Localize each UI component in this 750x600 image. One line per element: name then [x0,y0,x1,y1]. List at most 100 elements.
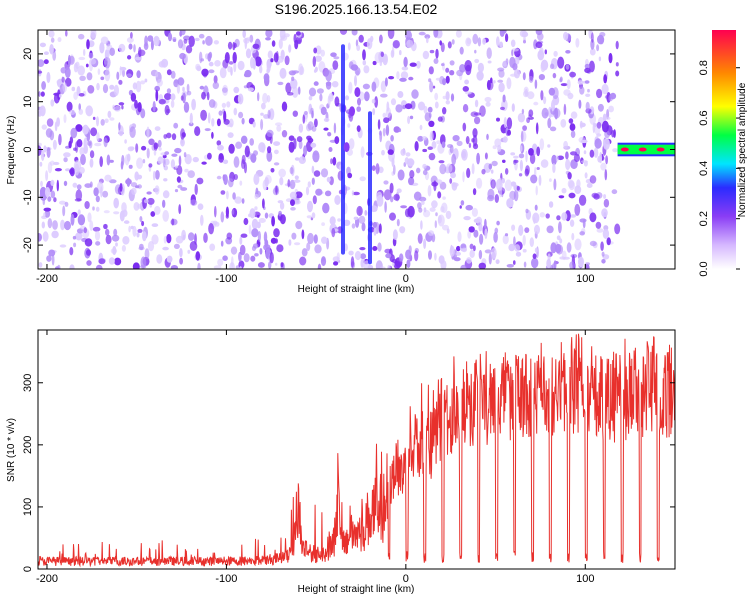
spectrogram-cell [384,201,387,213]
spectrogram-cell [511,224,516,231]
spectrogram-cell [390,135,394,142]
spectrogram-cell [501,177,505,184]
spectrogram-cell [144,248,150,260]
spectrogram-cell [293,199,301,205]
x-tick-label: 0 [403,573,409,585]
spectrogram-cell [599,36,604,45]
spectrogram-cell [547,253,551,261]
spectrogram-cell [66,101,73,112]
spectrogram-cell [472,143,479,150]
spectrogram-cell [284,55,290,66]
spectrogram-cell [445,100,450,105]
spectrogram-cell [220,211,225,223]
spectrogram-cell [513,181,517,191]
spectrogram-cell [264,212,269,219]
spectrogram-cell [150,39,154,51]
spectrogram-cell [80,154,86,166]
spectrogram-cell [294,242,301,246]
spectrogram-cell [113,105,121,112]
spectrogram-cell [525,208,529,214]
spectrogram-cell [528,75,534,83]
spectrogram-cell [558,221,562,234]
spectrogram-cell [529,153,536,165]
spectrogram-cell [166,108,171,114]
spectrogram-cell [275,185,278,195]
spectrogram-cell [417,135,424,142]
spectrogram-cell [555,243,562,254]
spectrogram-cell [466,167,471,179]
spectrogram-cell [100,119,105,126]
spectrogram-cell [491,160,498,167]
spectrogram-cell [465,64,472,76]
spectrogram-cell [266,253,270,258]
spectrogram-cell [565,64,570,70]
spectrogram-cell [273,162,280,166]
spectrogram-cell [171,133,177,141]
spectrogram-cell [124,154,130,166]
spectrogram-cell [442,107,447,115]
spectrogram-cell [416,167,421,174]
spectrogram-cell [226,190,229,200]
spectrogram-cell [266,68,270,74]
spectrogram-cell [119,66,127,71]
spectrogram-cell [144,35,148,47]
spectrogram-cell [47,196,52,202]
spectrogram-cell [511,103,515,112]
spectrogram-cell [445,91,450,101]
spectrogram-cell [479,233,484,245]
spectrogram-cell [456,140,463,147]
spectrogram-cell [348,250,354,256]
spectrogram-cell [401,66,409,71]
spectrogram-cell [115,242,118,247]
spectrogram-cell [354,250,362,261]
spectrogram-cell [601,259,606,264]
spectrogram-cell [522,125,527,131]
spectrogram-cell [421,200,425,205]
spectrogram-cell [474,49,477,54]
spectrogram-cell [122,209,128,217]
spectrogram-cell [360,146,365,159]
spectrogram-cell [141,145,147,151]
spectrogram-cell [577,80,584,85]
spectrogram-cell [585,93,591,98]
spectrogram-cell [578,99,582,109]
spectrogram-cell [43,145,47,153]
spectrogram-cell [552,163,556,174]
spectrogram-cell [569,71,576,78]
spectrogram-cell [601,83,609,95]
spectrogram-cell [440,42,445,53]
spectrogram-cell [270,58,274,63]
spectrogram-cell [445,75,450,84]
spectrogram-cell [40,91,45,97]
spectrogram-cell [162,199,166,208]
spectrogram-cell [77,209,81,215]
spectrogram-cell [587,88,590,93]
spectrogram-cell [294,175,299,180]
spectrogram-cell [99,156,103,168]
spectrogram-cell [460,200,465,206]
spectrogram-cell [232,51,237,64]
spectrogram-cell [57,37,62,43]
spectrogram-cell [223,110,227,123]
spectrogram-cell [174,147,182,154]
spectrogram-cell [70,127,78,139]
spectrogram-cell [133,44,136,53]
spectrogram-cell [364,210,368,216]
spectrogram-cell [109,159,114,163]
spectrogram-cell [570,130,576,138]
spectrogram-cell [246,37,251,41]
spectrogram-cell [209,243,216,251]
spectrogram-cell [408,176,415,186]
spectrogram-cell [442,95,447,100]
spectrogram-cell [93,187,99,197]
spectrogram-cell [128,164,133,169]
spectrogram-cell [600,162,607,171]
spectrogram-cell [50,190,56,199]
spectrogram-cell [138,49,146,57]
spectrogram-cell [409,62,417,67]
spectrogram-cell [88,140,93,149]
spectrogram-cell [584,67,591,73]
spectrogram-cell [86,72,93,81]
spectrogram-cell [531,257,539,269]
spectrogram-cell [471,138,475,143]
